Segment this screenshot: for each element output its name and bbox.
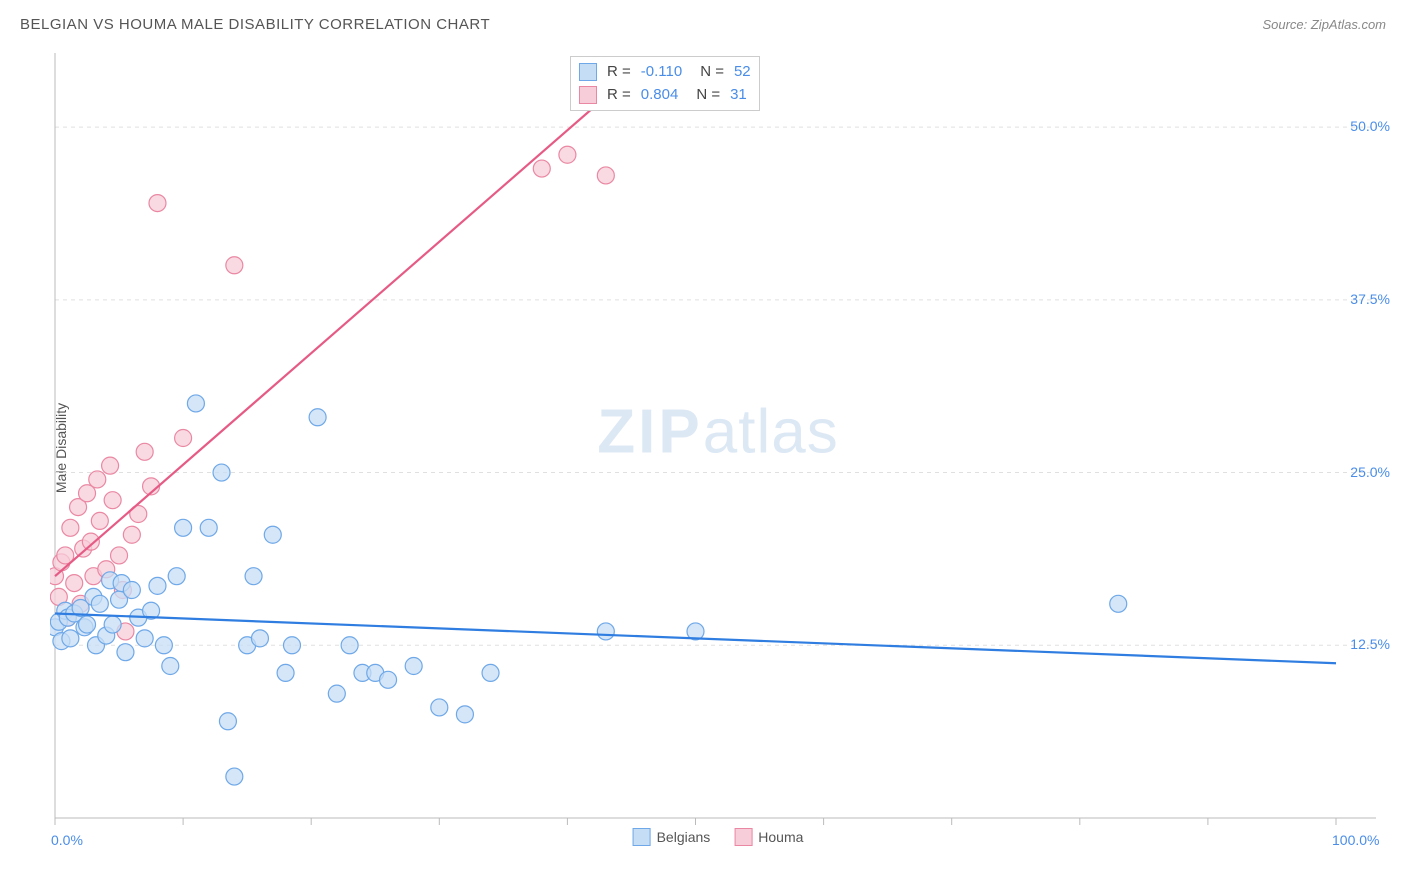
chart-title: BELGIAN VS HOUMA MALE DISABILITY CORRELA…	[20, 16, 490, 33]
legend: Belgians Houma	[633, 828, 804, 846]
n-label: N =	[696, 84, 720, 107]
legend-item: Houma	[734, 828, 803, 846]
r-label: R =	[607, 84, 631, 107]
legend-swatch	[633, 828, 651, 846]
y-tick-label: 12.5%	[1350, 636, 1390, 652]
legend-swatch	[734, 828, 752, 846]
scatter-plot	[50, 48, 1386, 848]
n-value: 31	[730, 84, 747, 107]
y-tick-label: 37.5%	[1350, 291, 1390, 307]
series-swatch	[579, 63, 597, 81]
stats-row: R = 0.804 N = 31	[579, 84, 751, 107]
r-value: 0.804	[641, 84, 679, 107]
chart-area: Male Disability ZIPatlas R =-0.110N =52R…	[50, 48, 1386, 848]
x-tick-label: 0.0%	[51, 832, 83, 848]
chart-header: BELGIAN VS HOUMA MALE DISABILITY CORRELA…	[0, 0, 1406, 40]
r-value: -0.110	[641, 61, 682, 84]
series-swatch	[579, 86, 597, 104]
x-tick-label: 100.0%	[1332, 832, 1379, 848]
legend-item: Belgians	[633, 828, 711, 846]
stats-row: R = -0.110 N = 52	[579, 61, 751, 84]
source-label: Source: ZipAtlas.com	[1262, 17, 1386, 32]
r-label: R =	[607, 61, 631, 84]
y-tick-label: 25.0%	[1350, 464, 1390, 480]
stats-box: R = -0.110 N = 52 R = 0.804 N = 31	[570, 56, 760, 111]
n-label: N =	[700, 61, 724, 84]
n-value: 52	[734, 61, 751, 84]
y-tick-label: 50.0%	[1350, 118, 1390, 134]
legend-label: Houma	[758, 829, 803, 845]
legend-label: Belgians	[657, 829, 711, 845]
